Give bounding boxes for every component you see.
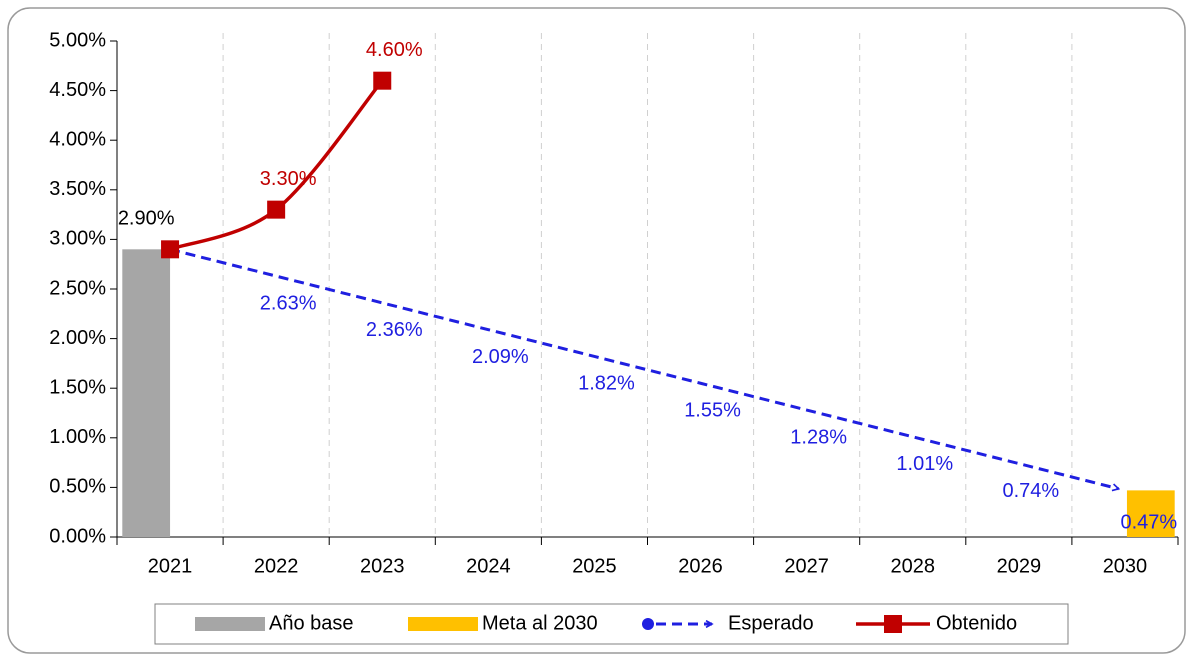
x-tick-label: 2030 [1103,555,1148,577]
data-label: 0.47% [1120,511,1177,533]
y-tick-label: 2.00% [49,327,106,349]
legend-swatch [195,617,265,631]
data-label: 3.30% [260,168,317,190]
x-tick-label: 2027 [784,555,829,577]
legend-swatch [408,617,478,631]
y-tick-label: 1.00% [49,426,106,448]
data-label: 1.28% [790,426,847,448]
y-tick-label: 4.50% [49,79,106,101]
bar [1126,490,1175,537]
y-tick-label: 1.50% [49,376,106,398]
x-tick-label: 2021 [148,555,193,577]
y-tick-label: 2.50% [49,277,106,299]
legend-label: Año base [269,612,354,634]
data-label: 1.55% [684,400,741,422]
x-tick-label: 2026 [678,555,723,577]
x-tick-label: 2028 [891,555,936,577]
y-tick-label: 4.00% [49,128,106,150]
line-marker [161,240,180,259]
y-tick-label: 0.50% [49,476,106,498]
y-tick-label: 3.00% [49,228,106,250]
line-marker [267,200,286,219]
y-tick-label: 5.00% [49,29,106,51]
data-label: 2.63% [260,292,317,314]
line-series [169,247,1119,488]
data-label: 1.82% [578,373,635,395]
legend-marker [884,615,902,633]
data-label: 4.60% [366,39,423,61]
line-marker [373,71,392,90]
x-tick-label: 2023 [360,555,405,577]
x-tick-label: 2024 [466,555,511,577]
legend-label: Obtenido [936,612,1017,634]
data-label: 2.36% [366,319,423,341]
x-tick-label: 2025 [572,555,617,577]
bar [122,249,171,537]
y-tick-label: 0.00% [49,525,106,547]
data-label: 2.90% [118,208,175,230]
data-label: 0.74% [1002,480,1059,502]
data-label: 2.09% [472,346,529,368]
legend-label: Meta al 2030 [482,612,598,634]
chart-frame [7,7,1186,654]
legend-label: Esperado [728,612,814,634]
y-tick-label: 3.50% [49,178,106,200]
data-label: 1.01% [896,453,953,475]
legend-marker [642,618,654,630]
x-tick-label: 2029 [997,555,1042,577]
x-tick-label: 2022 [254,555,299,577]
